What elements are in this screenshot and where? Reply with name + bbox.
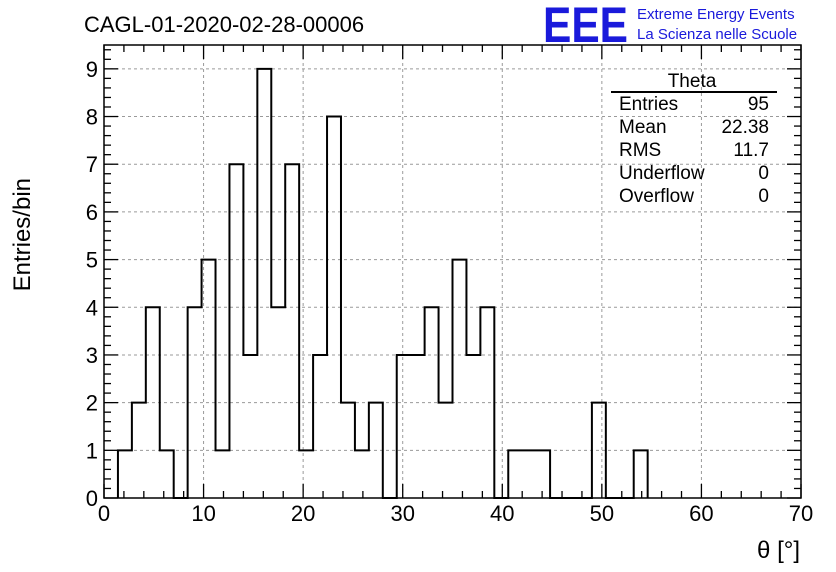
- histogram-bin: [243, 355, 257, 498]
- histogram-bin: [355, 450, 369, 498]
- y-tick-label: 0: [86, 486, 98, 511]
- y-tick-label: 3: [86, 343, 98, 368]
- histogram-bin: [160, 450, 174, 498]
- histogram-bin: [411, 355, 425, 498]
- y-tick-label: 7: [86, 152, 98, 177]
- y-tick-label: 1: [86, 438, 98, 463]
- histogram-bin: [634, 450, 648, 498]
- histogram-outline: [116, 67, 649, 499]
- x-tick-label: 30: [390, 501, 414, 526]
- x-tick-label: 50: [590, 501, 614, 526]
- y-tick-label: 2: [86, 391, 98, 416]
- histogram-bin: [536, 450, 550, 498]
- y-tick-label: 5: [86, 248, 98, 273]
- stats-value: 0: [758, 163, 769, 184]
- stats-box: Theta Entries 95 Mean 22.38 RMS 11.7 Underflow…: [611, 71, 777, 207]
- histogram-bin: [202, 260, 216, 498]
- x-axis-label: θ [°]: [757, 537, 800, 564]
- stats-value: 0: [758, 186, 769, 207]
- stats-label: Overflow: [619, 186, 694, 207]
- y-tick-label: 8: [86, 105, 98, 130]
- stats-value: 22.38: [721, 117, 769, 138]
- eee-logo-mark: EEE: [543, 0, 628, 53]
- stats-value: 95: [748, 94, 769, 115]
- chart-title: CAGL-01-2020-02-28-00006: [84, 12, 364, 37]
- y-tick-label: 6: [86, 200, 98, 225]
- x-tick-labels: 0 10 20 30 40 50 60 70: [98, 501, 813, 526]
- histogram-bin: [216, 450, 230, 498]
- y-tick-label: 4: [86, 295, 98, 320]
- x-tick-label: 70: [789, 501, 813, 526]
- stats-label: Mean: [619, 117, 667, 138]
- eee-logo-line1: Extreme Energy Events: [637, 6, 795, 23]
- histogram-bin: [118, 450, 132, 498]
- histogram-bin: [285, 164, 299, 498]
- histogram-bin: [229, 164, 243, 498]
- histogram-bin: [508, 450, 522, 498]
- histogram-bin: [397, 355, 411, 498]
- histogram-bin: [299, 450, 313, 498]
- x-tick-label: 40: [490, 501, 514, 526]
- histogram-bin: [132, 403, 146, 498]
- histogram-bin: [453, 260, 467, 498]
- stats-label: RMS: [619, 140, 661, 161]
- stats-rows: Entries 95 Mean 22.38 RMS 11.7 Underflow 0 Overf…: [619, 94, 769, 207]
- y-tick-labels: 0 1 2 3 4 5 6 7 8 9: [86, 57, 98, 511]
- x-tick-label: 20: [291, 501, 315, 526]
- plot-frame: [103, 44, 802, 499]
- y-tick-label: 9: [86, 57, 98, 82]
- eee-logo-line2: La Scienza nelle Scuole: [637, 26, 797, 43]
- histogram-bin: [522, 450, 536, 498]
- histogram-bin: [466, 355, 480, 498]
- axis-ticks: [103, 45, 802, 499]
- stats-label: Entries: [619, 94, 678, 115]
- stats-title: Theta: [668, 71, 717, 92]
- histogram-bin: [313, 355, 327, 498]
- stats-value: 11.7: [733, 140, 769, 161]
- stats-label: Underflow: [619, 163, 705, 184]
- x-tick-label: 0: [98, 501, 110, 526]
- histogram-bin: [257, 69, 271, 498]
- eee-logo: EEE Extreme Energy Events La Scienza nel…: [543, 0, 797, 53]
- y-axis-label: Entries/bin: [9, 178, 36, 291]
- x-tick-label: 10: [191, 501, 215, 526]
- x-tick-label: 60: [689, 501, 713, 526]
